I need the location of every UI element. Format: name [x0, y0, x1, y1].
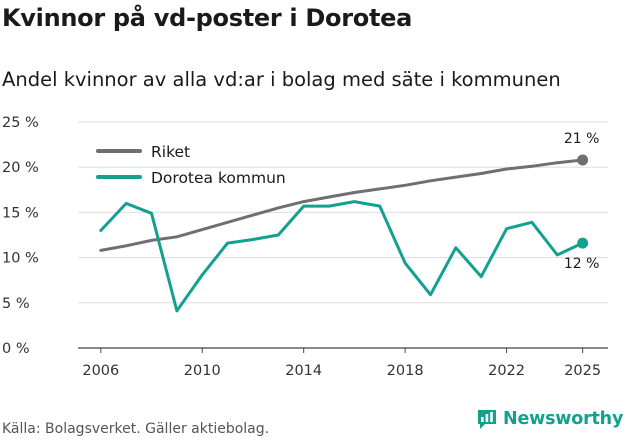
x-tick-label: 2022 [488, 363, 525, 379]
y-tick-label: 15 % [2, 205, 39, 221]
chart-title: Kvinnor på vd-poster i Dorotea [2, 4, 412, 32]
end-value-label: 12 % [564, 256, 600, 272]
series-end-marker [577, 154, 589, 166]
y-tick-label: 10 % [2, 251, 39, 267]
chart-subtitle: Andel kvinnor av alla vd:ar i bolag med … [2, 68, 561, 91]
y-tick-label: 20 % [2, 160, 39, 176]
y-tick-label: 0 % [2, 341, 30, 357]
series-end-marker [577, 237, 589, 249]
legend-label: Dorotea kommun [151, 169, 286, 187]
newsworthy-logo-icon [478, 410, 496, 429]
series-line-riket [99, 158, 585, 252]
y-tick-label: 25 % [2, 115, 39, 131]
legend-label: Riket [151, 143, 190, 161]
source-note: Källa: Bolagsverket. Gäller aktiebolag. [2, 421, 270, 437]
y-tick-label: 5 % [2, 296, 30, 312]
x-tick-label: 2014 [285, 363, 322, 379]
brand-name: Newsworthy [503, 409, 624, 429]
series-line-dorotea [99, 200, 585, 313]
x-tick-label: 2010 [184, 363, 221, 379]
end-value-label: 21 % [564, 131, 600, 147]
x-tick-label: 2025 [564, 363, 601, 379]
newsworthy-logo: Newsworthy [476, 408, 623, 430]
line-chart: 0 % 5 % 10 % 15 % 20 % 25 % 2006 2010 2014 2018 20… [2, 115, 608, 379]
x-tick-label: 2006 [82, 363, 119, 379]
x-tick-label: 2018 [387, 363, 424, 379]
